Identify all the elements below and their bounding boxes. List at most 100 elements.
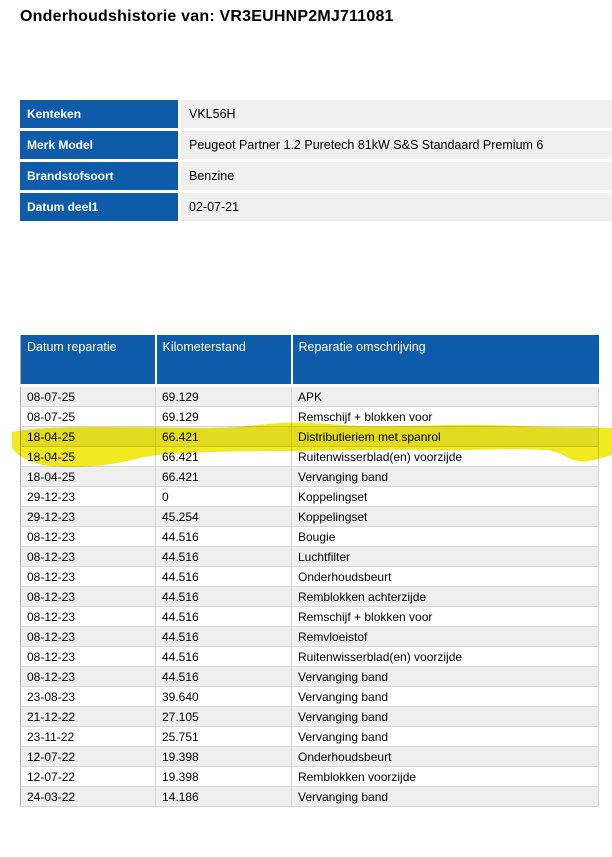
cell-kilometers: 44.516 [155, 546, 292, 567]
cell-description: Koppelingset [291, 486, 599, 507]
column-header: Datum reparatie [20, 335, 157, 387]
table-row: 12-07-22 19.398 Onderhoudsbeurt [20, 746, 599, 767]
cell-date: 29-12-23 [20, 506, 156, 527]
cell-date: 23-11-22 [20, 726, 156, 747]
cell-kilometers: 44.516 [155, 606, 292, 627]
info-row: Brandstofsoort Benzine [20, 162, 612, 190]
cell-description: Remblokken voorzijde [291, 766, 599, 787]
cell-kilometers: 44.516 [155, 526, 292, 547]
info-label: Merk Model [20, 131, 178, 159]
cell-description: Vervanging band [291, 666, 599, 687]
cell-date: 24-03-22 [20, 786, 156, 807]
cell-kilometers: 27.105 [155, 706, 292, 727]
cell-description: Distributieriem met spanrol [291, 426, 599, 447]
cell-description: Onderhoudsbeurt [291, 746, 599, 767]
cell-kilometers: 14.186 [155, 786, 292, 807]
info-value: Benzine [181, 162, 612, 190]
cell-date: 18-04-25 [20, 426, 156, 447]
cell-date: 08-12-23 [20, 546, 156, 567]
cell-description: Ruitenwisserblad(en) voorzijde [291, 646, 599, 667]
cell-date: 08-12-23 [20, 646, 156, 667]
cell-description: Vervanging band [291, 706, 599, 727]
info-label: Brandstofsoort [20, 162, 178, 190]
cell-date: 08-12-23 [20, 586, 156, 607]
column-header: Kilometerstand [155, 335, 293, 387]
table-row: 21-12-22 27.105 Vervanging band [20, 706, 599, 727]
cell-description: Bougie [291, 526, 599, 547]
info-value: Peugeot Partner 1.2 Puretech 81kW S&S St… [181, 131, 612, 159]
cell-date: 21-12-22 [20, 706, 156, 727]
page-title: Onderhoudshistorie van: VR3EUHNP2MJ71108… [20, 8, 394, 25]
cell-description: Vervanging band [291, 466, 599, 487]
cell-kilometers: 19.398 [155, 766, 292, 787]
table-row: 18-04-25 66.421 Ruitenwisserblad(en) voorz… [20, 446, 599, 467]
cell-date: 18-04-25 [20, 446, 156, 467]
table-row: 23-08-23 39.640 Vervanging band [20, 686, 599, 707]
cell-date: 23-08-23 [20, 686, 156, 707]
cell-date: 08-07-25 [20, 406, 156, 427]
cell-description: APK [291, 385, 599, 407]
cell-description: Remschijf + blokken voor [291, 406, 599, 427]
info-row: Merk Model Peugeot Partner 1.2 Puretech 8… [20, 131, 612, 159]
cell-kilometers: 45.254 [155, 506, 292, 527]
table-row: 24-03-22 14.186 Vervanging band [20, 786, 599, 807]
cell-kilometers: 44.516 [155, 626, 292, 647]
info-value: VKL56H [181, 100, 612, 128]
cell-description: Vervanging band [291, 686, 599, 707]
table-row: 08-07-25 69.129 Remschijf + blokken voor [20, 406, 599, 427]
table-row: 08-12-23 44.516 Remblokken achterzijde [20, 586, 599, 607]
history-table: Datum reparatie Kilometerstand Reparatie o… [20, 335, 599, 807]
cell-date: 29-12-23 [20, 486, 156, 507]
info-row: Datum deel1 02-07-21 [20, 193, 612, 221]
table-row: 12-07-22 19.398 Remblokken voorzijde [20, 766, 599, 787]
info-row: Kenteken VKL56H [20, 100, 612, 128]
cell-date: 08-12-23 [20, 566, 156, 587]
cell-description: Onderhoudsbeurt [291, 566, 599, 587]
table-row: 23-11-22 25.751 Vervanging band [20, 726, 599, 747]
cell-date: 12-07-22 [20, 746, 156, 767]
column-header: Reparatie omschrijving [291, 335, 599, 387]
history-table-header-row: Datum reparatie Kilometerstand Reparatie o… [20, 335, 599, 387]
cell-description: Remvloeistof [291, 626, 599, 647]
cell-kilometers: 19.398 [155, 746, 292, 767]
cell-kilometers: 66.421 [155, 466, 292, 487]
cell-kilometers: 44.516 [155, 586, 292, 607]
table-row: 08-12-23 44.516 Remvloeistof [20, 626, 599, 647]
info-value: 02-07-21 [181, 193, 612, 221]
cell-kilometers: 44.516 [155, 666, 292, 687]
info-label: Kenteken [20, 100, 178, 128]
cell-kilometers: 66.421 [155, 446, 292, 467]
table-row: 08-12-23 44.516 Luchtfilter [20, 546, 599, 567]
table-row: 08-12-23 44.516 Bougie [20, 526, 599, 547]
cell-kilometers: 44.516 [155, 646, 292, 667]
cell-kilometers: 66.421 [155, 426, 292, 447]
cell-date: 08-07-25 [20, 385, 156, 407]
table-row: 08-12-23 44.516 Remschijf + blokken voor [20, 606, 599, 627]
cell-description: Remschijf + blokken voor [291, 606, 599, 627]
cell-kilometers: 44.516 [155, 566, 292, 587]
cell-description: Koppelingset [291, 506, 599, 527]
table-row: 08-12-23 44.516 Vervanging band [20, 666, 599, 687]
table-row: 29-12-23 45.254 Koppelingset [20, 506, 599, 527]
table-row: 08-12-23 44.516 Onderhoudsbeurt [20, 566, 599, 587]
cell-date: 08-12-23 [20, 606, 156, 627]
cell-kilometers: 25.751 [155, 726, 292, 747]
table-row-highlighted: 18-04-25 66.421 Distributieriem met spanro… [20, 426, 599, 447]
cell-description: Vervanging band [291, 786, 599, 807]
cell-description: Luchtfilter [291, 546, 599, 567]
cell-date: 08-12-23 [20, 626, 156, 647]
cell-kilometers: 0 [155, 486, 292, 507]
cell-date: 08-12-23 [20, 526, 156, 547]
cell-description: Remblokken achterzijde [291, 586, 599, 607]
cell-date: 18-04-25 [20, 466, 156, 487]
vehicle-info-table: Kenteken VKL56H Merk Model Peugeot Partner … [20, 100, 612, 224]
table-row: 29-12-23 0 Koppelingset [20, 486, 599, 507]
cell-date: 08-12-23 [20, 666, 156, 687]
cell-date: 12-07-22 [20, 766, 156, 787]
info-label: Datum deel1 [20, 193, 178, 221]
cell-kilometers: 39.640 [155, 686, 292, 707]
history-table-wrap: Datum reparatie Kilometerstand Reparatie o… [20, 335, 599, 807]
table-row: 08-07-25 69.129 APK [20, 385, 599, 407]
cell-kilometers: 69.129 [155, 385, 292, 407]
